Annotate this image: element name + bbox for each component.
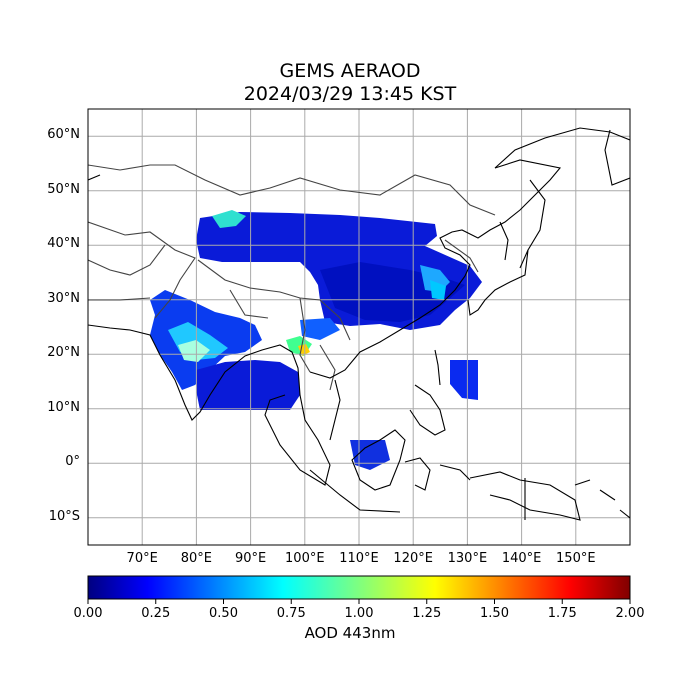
lon-tick-label: 130°E bbox=[447, 551, 488, 566]
colorbar-tick-label: 0.50 bbox=[209, 606, 238, 621]
lat-tick-label: 10°N bbox=[47, 399, 80, 415]
lon-tick-label: 120°E bbox=[393, 551, 433, 566]
map-subtitle: 2024/03/29 13:45 KST bbox=[243, 83, 457, 105]
lon-tick-label: 150°E bbox=[556, 551, 596, 566]
lon-tick-label: 80°E bbox=[180, 551, 213, 566]
lat-tick-label: 40°N bbox=[47, 236, 80, 252]
lat-tick-label: 20°N bbox=[47, 345, 80, 361]
lon-tick-label: 100°E bbox=[285, 551, 325, 566]
lat-tick-label: 0° bbox=[65, 454, 80, 470]
lon-tick-label: 140°E bbox=[501, 551, 542, 566]
colorbar-label: AOD 443nm bbox=[304, 624, 396, 642]
lat-tick-label: 60°N bbox=[47, 127, 80, 143]
colorbar-tick-label: 0.75 bbox=[276, 606, 306, 621]
lon-tick-label: 70°E bbox=[126, 551, 158, 566]
coastlines bbox=[88, 127, 630, 521]
lon-tick-label: 110°E bbox=[339, 551, 379, 566]
lat-tick-label: 10°S bbox=[48, 508, 80, 524]
colorbar-ticks bbox=[87, 599, 631, 604]
lon-tick-label: 90°E bbox=[234, 551, 267, 566]
lat-tick-label: 50°N bbox=[47, 181, 80, 197]
colorbar bbox=[87, 575, 631, 600]
colorbar-tick-label: 0.25 bbox=[141, 606, 171, 621]
map-title: GEMS AERAOD bbox=[279, 60, 421, 82]
map-frame bbox=[87, 108, 631, 546]
colorbar-tick-label: 0.00 bbox=[73, 606, 103, 621]
aod-field bbox=[150, 210, 482, 470]
country-borders bbox=[88, 164, 496, 391]
colorbar-tick-label: 2.00 bbox=[615, 606, 645, 621]
colorbar-tick-label: 1.50 bbox=[480, 606, 509, 621]
colorbar-tick-label: 1.00 bbox=[344, 606, 374, 621]
lat-tick-label: 30°N bbox=[47, 290, 80, 306]
colorbar-tick-label: 1.75 bbox=[547, 606, 577, 621]
colorbar-tick-label: 1.25 bbox=[412, 606, 442, 621]
